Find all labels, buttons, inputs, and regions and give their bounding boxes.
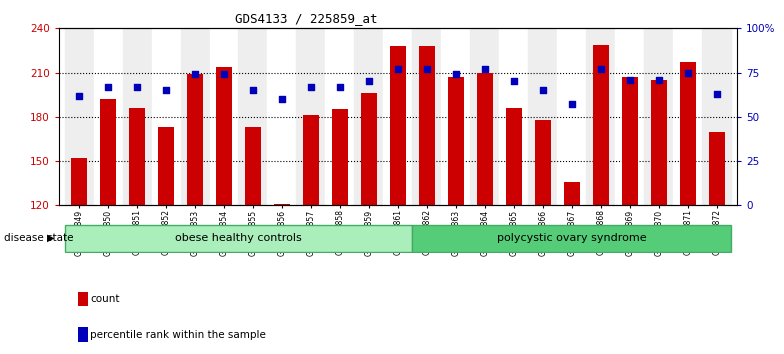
- Point: [391, 66, 405, 72]
- Bar: [354, 28, 383, 205]
- Point: [536, 87, 549, 93]
- Point: [449, 72, 462, 77]
- Bar: [122, 28, 151, 205]
- Bar: [93, 28, 122, 205]
- Bar: [702, 28, 731, 205]
- Bar: [390, 46, 406, 205]
- Bar: [586, 28, 615, 205]
- Bar: [180, 28, 209, 205]
- Bar: [216, 67, 232, 205]
- Point: [305, 84, 318, 90]
- Bar: [499, 28, 528, 205]
- Bar: [470, 28, 499, 205]
- Text: disease state: disease state: [4, 233, 74, 243]
- Point: [160, 87, 172, 93]
- Point: [334, 84, 347, 90]
- Bar: [187, 74, 203, 205]
- Bar: [419, 46, 435, 205]
- Bar: [274, 204, 290, 205]
- Bar: [680, 62, 695, 205]
- Bar: [361, 93, 377, 205]
- Bar: [100, 99, 116, 205]
- Bar: [129, 108, 145, 205]
- Bar: [441, 28, 470, 205]
- Point: [623, 77, 636, 82]
- Bar: [622, 77, 637, 205]
- Bar: [448, 77, 464, 205]
- Point: [710, 91, 723, 97]
- Bar: [325, 28, 354, 205]
- Bar: [151, 28, 180, 205]
- Bar: [506, 108, 522, 205]
- Bar: [593, 45, 608, 205]
- Point: [478, 66, 491, 72]
- Bar: [238, 28, 267, 205]
- Point: [218, 72, 230, 77]
- Point: [102, 84, 114, 90]
- Bar: [71, 158, 87, 205]
- Bar: [267, 28, 296, 205]
- Text: polycystic ovary syndrome: polycystic ovary syndrome: [497, 233, 647, 243]
- Bar: [158, 127, 174, 205]
- Bar: [303, 115, 319, 205]
- Point: [681, 70, 694, 75]
- Text: count: count: [90, 294, 120, 304]
- Bar: [535, 120, 550, 205]
- Bar: [644, 28, 673, 205]
- Bar: [209, 28, 238, 205]
- Bar: [615, 28, 644, 205]
- Point: [594, 66, 607, 72]
- Bar: [709, 132, 724, 205]
- Text: obese healthy controls: obese healthy controls: [175, 233, 302, 243]
- Bar: [296, 28, 325, 205]
- Bar: [651, 80, 666, 205]
- Bar: [64, 28, 93, 205]
- Bar: [412, 224, 731, 252]
- Point: [276, 96, 289, 102]
- Point: [131, 84, 143, 90]
- Bar: [528, 28, 557, 205]
- Point: [565, 102, 578, 107]
- Point: [73, 93, 85, 98]
- Point: [189, 72, 201, 77]
- Bar: [412, 28, 441, 205]
- Bar: [332, 109, 348, 205]
- Text: percentile rank within the sample: percentile rank within the sample: [90, 330, 266, 339]
- Bar: [245, 127, 261, 205]
- Bar: [477, 73, 493, 205]
- Bar: [564, 182, 579, 205]
- Point: [363, 79, 376, 84]
- Text: GDS4133 / 225859_at: GDS4133 / 225859_at: [234, 12, 377, 25]
- Point: [247, 87, 260, 93]
- Point: [507, 79, 520, 84]
- Bar: [383, 28, 412, 205]
- Point: [652, 77, 665, 82]
- Point: [420, 66, 433, 72]
- Bar: [673, 28, 702, 205]
- Bar: [557, 28, 586, 205]
- Bar: [64, 224, 412, 252]
- Text: ▶: ▶: [46, 233, 54, 243]
